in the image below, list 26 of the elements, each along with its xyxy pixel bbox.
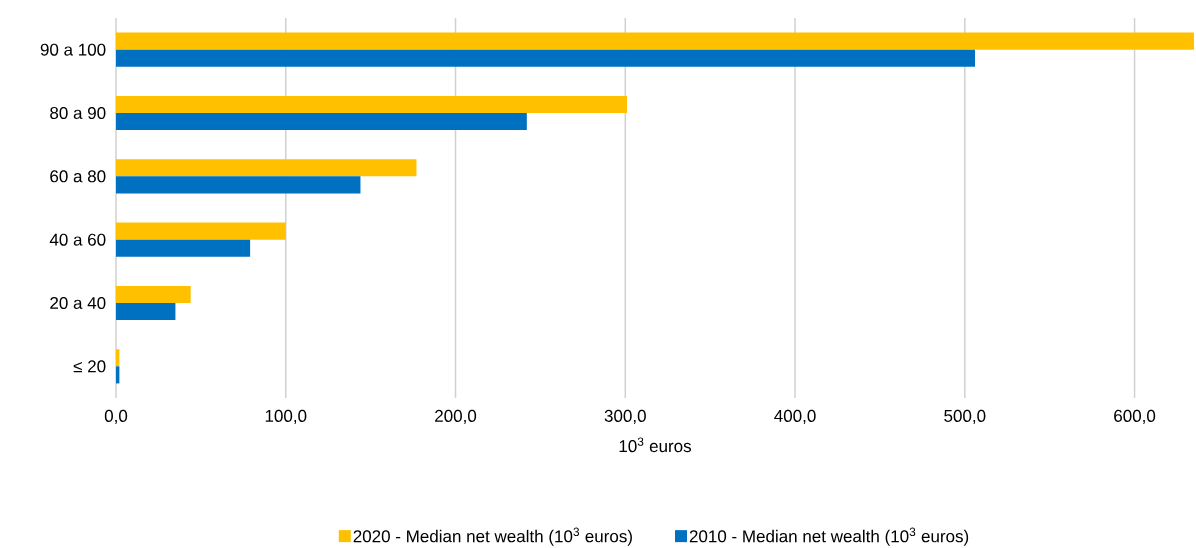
bar bbox=[116, 239, 251, 257]
y-tick-label: 60 a 80 bbox=[50, 170, 106, 183]
x-tick-label: 0,0 bbox=[104, 409, 128, 424]
x-tick-label: 600,0 bbox=[1114, 409, 1156, 424]
bar bbox=[116, 159, 417, 177]
legend-label: 2020 - Median net wealth (10$^{3}$ euros) bbox=[353, 527, 632, 546]
x-tick-label: 500,0 bbox=[944, 409, 986, 424]
y-tick-label: ≤ 20 bbox=[73, 360, 106, 373]
y-tick-label: 20 a 40 bbox=[50, 296, 106, 310]
y-tick-label: 40 a 60 bbox=[49, 233, 106, 246]
x-tick-label: 300,0 bbox=[604, 409, 646, 424]
bar bbox=[116, 222, 286, 240]
bar bbox=[116, 303, 176, 321]
x-tick-label: 400,0 bbox=[774, 409, 816, 424]
y-tick-label: 90 a 100 bbox=[40, 43, 106, 56]
x-tick-label: 100,0 bbox=[265, 409, 307, 424]
bar bbox=[116, 32, 1194, 50]
bar bbox=[116, 113, 527, 131]
bar bbox=[116, 49, 975, 67]
bar bbox=[116, 285, 191, 303]
legend-label: 2010 - Median net wealth (10$^{3}$ euros) bbox=[689, 527, 969, 546]
x-tick-label: 200,0 bbox=[435, 409, 477, 424]
bar bbox=[116, 176, 361, 194]
bar bbox=[116, 95, 627, 113]
y-tick-label: 80 a 90 bbox=[50, 106, 106, 120]
x-axis-title: 10$^{3}$ euros bbox=[619, 437, 692, 453]
